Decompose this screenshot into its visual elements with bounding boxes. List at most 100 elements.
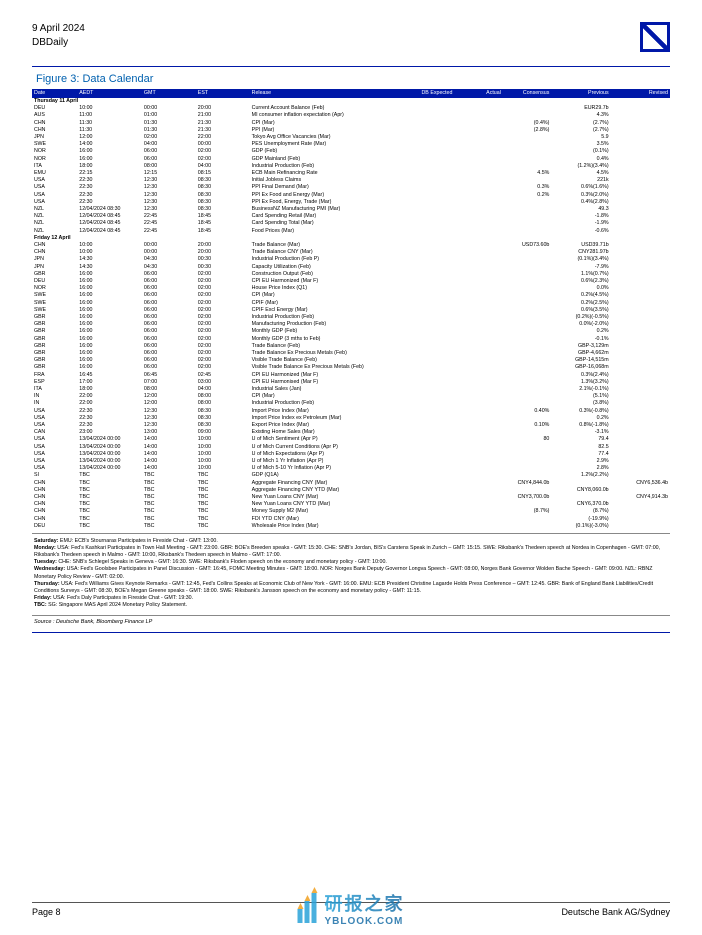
table-cell: AUS xyxy=(32,112,77,119)
table-cell xyxy=(401,364,455,371)
table-cell xyxy=(503,465,551,472)
table-cell: 16:00 xyxy=(77,350,142,357)
table-cell: TBC xyxy=(196,487,250,494)
table-cell xyxy=(611,134,670,141)
table-cell: 01:00 xyxy=(142,112,196,119)
table-cell: TBC xyxy=(77,487,142,494)
table-cell: 02:00 xyxy=(196,148,250,155)
table-row: USA13/04/2024 00:0014:0010:00U of Mich 1… xyxy=(32,458,670,465)
table-cell xyxy=(454,134,502,141)
table-cell xyxy=(401,170,455,177)
table-cell: TBC xyxy=(142,501,196,508)
table-cell xyxy=(611,364,670,371)
table-cell xyxy=(401,227,455,234)
table-row: NZL12/04/2024 08:3012:3008:30BusinessNZ … xyxy=(32,206,670,213)
table-cell: 12:30 xyxy=(142,206,196,213)
table-cell: 08:00 xyxy=(142,162,196,169)
table-cell: New Yuan Loans CNY (Mar) xyxy=(250,494,401,501)
table-cell: NOR xyxy=(32,148,77,155)
page-header: 9 April 2024 DBDaily xyxy=(32,22,670,52)
table-cell xyxy=(454,328,502,335)
table-cell xyxy=(401,263,455,270)
table-cell xyxy=(503,134,551,141)
table-cell: MI consumer inflation expectation (Apr) xyxy=(250,112,401,119)
table-row: USA22:3012:3008:30PPI Final Demand (Mar)… xyxy=(32,184,670,191)
table-cell: 22:45 xyxy=(142,213,196,220)
table-cell: 10:00 xyxy=(77,105,142,112)
table-cell xyxy=(454,386,502,393)
table-cell: 01:30 xyxy=(142,126,196,133)
table-cell: 08:30 xyxy=(196,206,250,213)
table-cell xyxy=(503,501,551,508)
table-row: JPN12:0002:0022:00Tokyo Avg Office Vacan… xyxy=(32,134,670,141)
table-cell: CHN xyxy=(32,249,77,256)
table-cell: ITA xyxy=(32,386,77,393)
table-cell: 12/04/2024 08:45 xyxy=(77,220,142,227)
table-cell: 0.3% xyxy=(503,184,551,191)
table-cell xyxy=(611,515,670,522)
note-line: Monday: USA: Fed's Kashkari Participates… xyxy=(34,545,668,559)
table-cell xyxy=(503,357,551,364)
table-cell: 12:00 xyxy=(77,134,142,141)
table-cell xyxy=(611,415,670,422)
table-cell: CPI EU Harmonized (Mar F) xyxy=(250,371,401,378)
table-cell: TBC xyxy=(196,523,250,530)
table-row: USA22:3012:3008:30Import Price Index ex … xyxy=(32,415,670,422)
table-cell xyxy=(454,155,502,162)
table-cell xyxy=(503,256,551,263)
table-cell xyxy=(611,400,670,407)
table-cell xyxy=(401,249,455,256)
table-row: CHN11:3001:3021:30CPI (Mar)(0.4%)(2.7%) xyxy=(32,119,670,126)
table-cell: 12:30 xyxy=(142,422,196,429)
table-cell xyxy=(454,184,502,191)
table-cell xyxy=(503,379,551,386)
table-cell xyxy=(503,105,551,112)
table-row: NOR16:0006:0002:00GDP (Feb)(0.1%) xyxy=(32,148,670,155)
table-cell: (2.7%) xyxy=(551,119,610,126)
table-cell xyxy=(551,479,610,486)
table-cell xyxy=(401,285,455,292)
table-cell xyxy=(611,148,670,155)
table-cell: (8.7%) xyxy=(551,508,610,515)
table-cell: 02:00 xyxy=(196,364,250,371)
table-cell xyxy=(454,162,502,169)
table-row: USA13/04/2024 00:0014:0010:00U of Mich C… xyxy=(32,443,670,450)
table-cell: 06:00 xyxy=(142,270,196,277)
table-cell: Trade Balance (Feb) xyxy=(250,343,401,350)
table-cell xyxy=(611,184,670,191)
table-cell: 02:00 xyxy=(196,278,250,285)
header-left: 9 April 2024 DBDaily xyxy=(32,22,85,50)
table-cell xyxy=(611,263,670,270)
header-title: DBDaily xyxy=(32,36,85,50)
table-cell: 02:00 xyxy=(196,299,250,306)
table-row: FRA16:4506:4502:45CPI EU Harmonized (Mar… xyxy=(32,371,670,378)
table-cell: 01:30 xyxy=(142,119,196,126)
table-cell xyxy=(503,249,551,256)
table-cell: 1.2%(2.2%) xyxy=(551,472,610,479)
table-cell: 00:30 xyxy=(196,256,250,263)
table-cell: GDP (Feb) xyxy=(250,148,401,155)
table-cell: GBR xyxy=(32,321,77,328)
figure-container: Figure 3: Data Calendar DateAEDTGMTESTRe… xyxy=(32,66,670,633)
table-cell: Trade Balance CNY (Mar) xyxy=(250,249,401,256)
table-cell: 0.0% xyxy=(551,285,610,292)
table-cell: 02:00 xyxy=(142,134,196,141)
table-cell xyxy=(401,134,455,141)
table-cell: CPI (Mar) xyxy=(250,292,401,299)
table-cell: 08:30 xyxy=(196,198,250,205)
table-cell: 1.1%(0.7%) xyxy=(551,270,610,277)
table-cell: 0.4%(2.8%) xyxy=(551,198,610,205)
table-cell: 07:00 xyxy=(142,379,196,386)
table-cell xyxy=(503,415,551,422)
table-cell xyxy=(611,299,670,306)
table-cell: GBR xyxy=(32,335,77,342)
table-cell xyxy=(454,198,502,205)
table-cell: 16:00 xyxy=(77,285,142,292)
table-cell xyxy=(454,249,502,256)
table-cell: 5.9 xyxy=(551,134,610,141)
table-cell: TBC xyxy=(196,479,250,486)
table-cell: 21:30 xyxy=(196,119,250,126)
table-cell: 2.8% xyxy=(551,465,610,472)
table-row: CHNTBCTBCTBCMoney Supply M2 (Mar)(8.7%)(… xyxy=(32,508,670,515)
note-line: Thursday: USA: Fed's Williams Gives Keyn… xyxy=(34,581,668,595)
